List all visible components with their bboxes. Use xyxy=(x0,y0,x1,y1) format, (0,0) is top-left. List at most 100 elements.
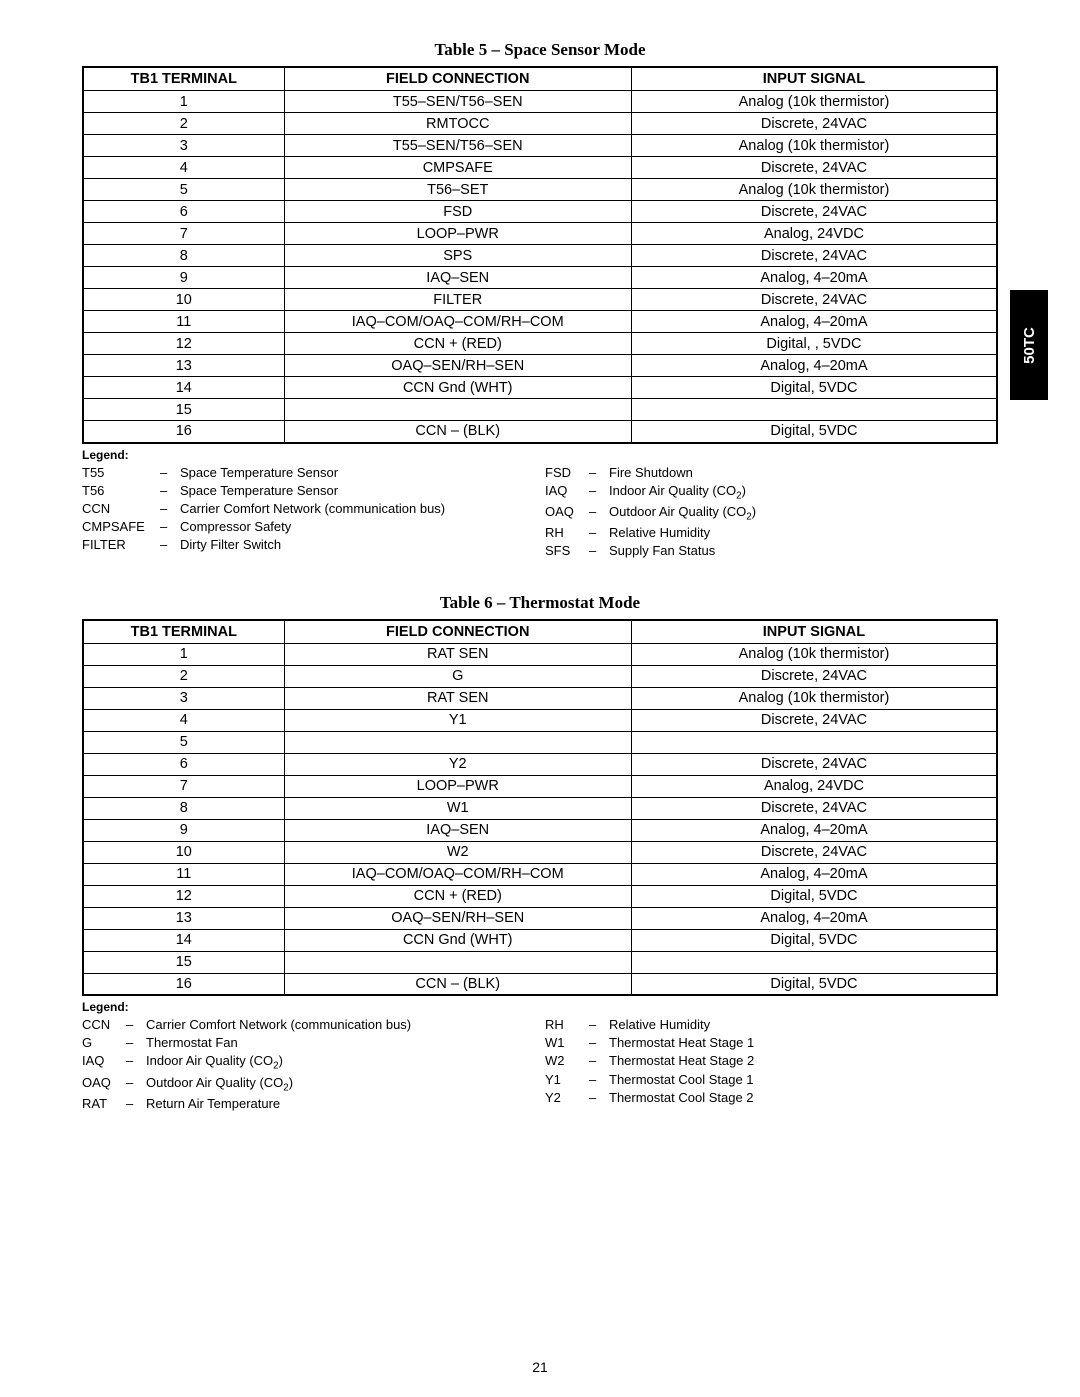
legend-dash: – xyxy=(160,482,180,500)
table6-cell xyxy=(284,731,631,753)
table5-cell: Discrete, 24VAC xyxy=(631,113,997,135)
legend-def: Return Air Temperature xyxy=(146,1095,535,1113)
legend-dash: – xyxy=(126,1034,146,1052)
table5-cell: Analog, 24VDC xyxy=(631,223,997,245)
legend-abbr: RAT xyxy=(82,1095,126,1113)
table6-cell xyxy=(631,951,997,973)
legend-def: Relative Humidity xyxy=(609,1016,998,1034)
legend-row: OAQ–Outdoor Air Quality (CO2) xyxy=(82,1074,535,1095)
legend-row: T56–Space Temperature Sensor xyxy=(82,482,535,500)
table5-cell: Analog (10k thermistor) xyxy=(631,91,997,113)
table5-cell: Digital, , 5VDC xyxy=(631,333,997,355)
legend-row: W2–Thermostat Heat Stage 2 xyxy=(545,1052,998,1070)
table-row: 15 xyxy=(83,399,997,421)
table5-cell: Discrete, 24VAC xyxy=(631,245,997,267)
legend-dash: – xyxy=(589,1089,609,1107)
table5-cell: SPS xyxy=(284,245,631,267)
legend-def: Carrier Comfort Network (communication b… xyxy=(146,1016,535,1034)
side-tab-label: 50TC xyxy=(1021,327,1038,364)
table5-cell: CCN + (RED) xyxy=(284,333,631,355)
table5-cell: FSD xyxy=(284,201,631,223)
table6-cell: OAQ–SEN/RH–SEN xyxy=(284,907,631,929)
table6-cell: Analog, 4–20mA xyxy=(631,863,997,885)
legend-def: Relative Humidity xyxy=(609,524,998,542)
legend-abbr: T55 xyxy=(82,464,160,482)
legend-def: Thermostat Fan xyxy=(146,1034,535,1052)
table-row: 1T55–SEN/T56–SENAnalog (10k thermistor) xyxy=(83,91,997,113)
legend-row: IAQ–Indoor Air Quality (CO2) xyxy=(545,482,998,503)
table5-cell: Discrete, 24VAC xyxy=(631,201,997,223)
table-row: 10FILTERDiscrete, 24VAC xyxy=(83,289,997,311)
legend-row: CCN–Carrier Comfort Network (communicati… xyxy=(82,500,535,518)
table-row: 2RMTOCCDiscrete, 24VAC xyxy=(83,113,997,135)
legend-def: Carrier Comfort Network (communication b… xyxy=(180,500,535,518)
table6-cell: W1 xyxy=(284,797,631,819)
table5-cell: Digital, 5VDC xyxy=(631,421,997,443)
table6-cell: Analog, 4–20mA xyxy=(631,907,997,929)
table6-cell: Digital, 5VDC xyxy=(631,885,997,907)
table5-title: Table 5 – Space Sensor Mode xyxy=(82,40,998,60)
table-row: 8SPSDiscrete, 24VAC xyxy=(83,245,997,267)
legend-def: Supply Fan Status xyxy=(609,542,998,560)
table6-cell: Discrete, 24VAC xyxy=(631,797,997,819)
legend-def: Space Temperature Sensor xyxy=(180,464,535,482)
table5-cell: 15 xyxy=(83,399,284,421)
table6-legend: Legend: CCN–Carrier Comfort Network (com… xyxy=(82,1000,998,1113)
legend-dash: – xyxy=(589,1052,609,1070)
table6-cell: Analog (10k thermistor) xyxy=(631,687,997,709)
table5-cell: CMPSAFE xyxy=(284,157,631,179)
table6-header-0: TB1 TERMINAL xyxy=(83,620,284,644)
table-row: 3T55–SEN/T56–SENAnalog (10k thermistor) xyxy=(83,135,997,157)
legend-abbr: OAQ xyxy=(545,503,589,524)
table5-cell: Discrete, 24VAC xyxy=(631,289,997,311)
legend-row: OAQ–Outdoor Air Quality (CO2) xyxy=(545,503,998,524)
table6-cell: Analog (10k thermistor) xyxy=(631,643,997,665)
legend-def: Compressor Safety xyxy=(180,518,535,536)
legend-row: T55–Space Temperature Sensor xyxy=(82,464,535,482)
legend-abbr: G xyxy=(82,1034,126,1052)
table6-header-2: INPUT SIGNAL xyxy=(631,620,997,644)
table6-cell: CCN Gnd (WHT) xyxy=(284,929,631,951)
table-row: 7LOOP–PWRAnalog, 24VDC xyxy=(83,775,997,797)
legend-def: Dirty Filter Switch xyxy=(180,536,535,554)
table6-cell: 7 xyxy=(83,775,284,797)
table5-cell: Analog, 4–20mA xyxy=(631,267,997,289)
legend-dash: – xyxy=(160,500,180,518)
legend-abbr: CCN xyxy=(82,1016,126,1034)
table5-cell: Analog, 4–20mA xyxy=(631,355,997,377)
table6-cell: 15 xyxy=(83,951,284,973)
legend-abbr: RH xyxy=(545,1016,589,1034)
table6-cell: 3 xyxy=(83,687,284,709)
legend-row: RAT–Return Air Temperature xyxy=(82,1095,535,1113)
table6-cell: Y2 xyxy=(284,753,631,775)
table6-cell: RAT SEN xyxy=(284,687,631,709)
legend-dash: – xyxy=(589,1071,609,1089)
legend-abbr: CCN xyxy=(82,500,160,518)
table5-cell: IAQ–SEN xyxy=(284,267,631,289)
table5-cell: 7 xyxy=(83,223,284,245)
table6-cell: 5 xyxy=(83,731,284,753)
table-row: 2GDiscrete, 24VAC xyxy=(83,665,997,687)
legend-def: Thermostat Cool Stage 1 xyxy=(609,1071,998,1089)
table-row: 1RAT SENAnalog (10k thermistor) xyxy=(83,643,997,665)
table6-cell: Discrete, 24VAC xyxy=(631,753,997,775)
table6-cell: IAQ–SEN xyxy=(284,819,631,841)
legend-dash: – xyxy=(160,464,180,482)
table5: TB1 TERMINAL FIELD CONNECTION INPUT SIGN… xyxy=(82,66,998,444)
table-row: 12CCN + (RED)Digital, , 5VDC xyxy=(83,333,997,355)
table-row: 5 xyxy=(83,731,997,753)
legend-row: W1–Thermostat Heat Stage 1 xyxy=(545,1034,998,1052)
table-row: 13OAQ–SEN/RH–SENAnalog, 4–20mA xyxy=(83,907,997,929)
table5-cell: FILTER xyxy=(284,289,631,311)
legend-abbr: IAQ xyxy=(545,482,589,503)
page-content: Table 5 – Space Sensor Mode TB1 TERMINAL… xyxy=(0,0,1080,1113)
table5-cell: Digital, 5VDC xyxy=(631,377,997,399)
table5-cell: T55–SEN/T56–SEN xyxy=(284,135,631,157)
table-row: 6Y2Discrete, 24VAC xyxy=(83,753,997,775)
legend-dash: – xyxy=(126,1095,146,1113)
table6-cell: 2 xyxy=(83,665,284,687)
table-row: 10W2Discrete, 24VAC xyxy=(83,841,997,863)
table5-cell: Analog (10k thermistor) xyxy=(631,135,997,157)
table-row: 16CCN – (BLK)Digital, 5VDC xyxy=(83,973,997,995)
table5-cell: 2 xyxy=(83,113,284,135)
